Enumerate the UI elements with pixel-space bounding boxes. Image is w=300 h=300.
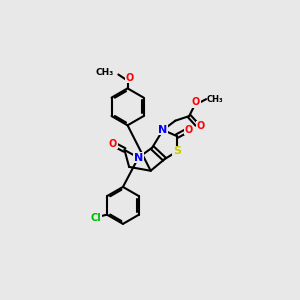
Text: CH₃: CH₃ (207, 94, 224, 103)
Text: O: O (196, 121, 205, 131)
Text: O: O (192, 97, 200, 107)
Text: S: S (173, 146, 181, 157)
Text: N: N (134, 153, 143, 163)
Text: O: O (126, 73, 134, 82)
Text: O: O (184, 125, 193, 135)
Text: Cl: Cl (91, 213, 101, 223)
Text: O: O (109, 139, 117, 149)
Text: CH₃: CH₃ (95, 68, 114, 77)
Text: N: N (158, 125, 168, 135)
